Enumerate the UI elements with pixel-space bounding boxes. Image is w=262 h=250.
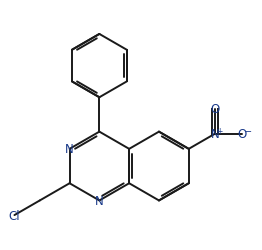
Text: Cl: Cl [9,209,20,222]
Text: N: N [65,143,74,156]
Text: −: − [244,126,252,136]
Text: O: O [237,128,247,141]
Text: N: N [211,128,219,141]
Text: O: O [210,103,220,116]
Text: N: N [95,194,104,207]
Text: +: + [217,126,223,135]
